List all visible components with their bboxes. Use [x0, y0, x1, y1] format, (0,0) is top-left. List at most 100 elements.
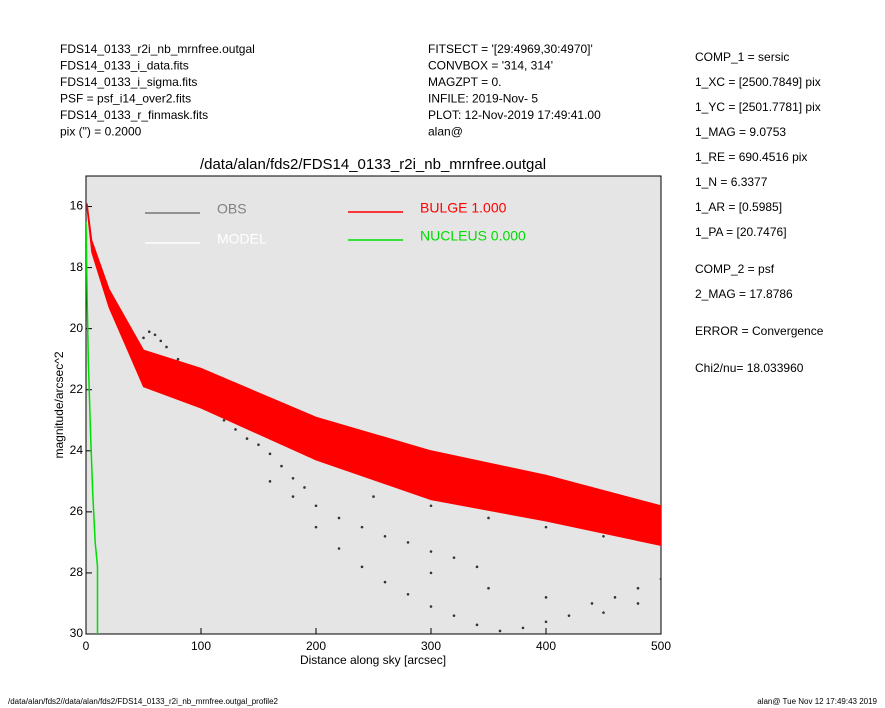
fit-parameter: 2_MAG = 17.8786: [695, 287, 793, 301]
obs-point: [222, 418, 226, 422]
obs-point: [544, 596, 548, 599]
header-line: pix (") = 0.2000: [60, 125, 142, 139]
obs-point: [544, 525, 548, 529]
x-tick-label: 300: [421, 639, 441, 653]
obs-point: [268, 452, 272, 456]
obs-point: [475, 565, 479, 569]
obs-point: [245, 437, 249, 440]
obs-point: [234, 428, 237, 431]
obs-point: [659, 577, 661, 581]
footer-left: /data/alan/fds2//data/alan/fds2/FDS14_01…: [8, 697, 279, 706]
obs-point: [165, 345, 168, 349]
obs-point: [487, 516, 490, 520]
chart-title: /data/alan/fds2/FDS14_0133_r2i_nb_mrnfre…: [200, 156, 546, 173]
fit-parameter: Chi2/nu= 18.033960: [695, 361, 804, 375]
obs-point: [280, 464, 283, 468]
obs-point: [372, 495, 375, 498]
obs-point: [147, 330, 151, 334]
fit-parameter: 1_RE = 690.4516 pix: [695, 150, 807, 164]
obs-point: [429, 550, 433, 553]
obs-point: [257, 443, 260, 446]
header-line: FDS14_0133_r_finmask.fits: [60, 108, 208, 122]
plot-area: [85, 175, 662, 635]
fit-parameter: 1_MAG = 9.0753: [695, 125, 786, 139]
fit-parameter: 1_N = 6.3377: [695, 175, 768, 189]
header-line: CONVBOX = '314, 314': [428, 59, 553, 73]
fit-parameter: COMP_2 = psf: [695, 262, 775, 276]
obs-point: [153, 333, 157, 337]
header-line: FDS14_0133_i_sigma.fits: [60, 75, 197, 89]
obs-point: [314, 504, 318, 508]
header-line: PLOT: 12-Nov-2019 17:49:41.00: [428, 108, 601, 122]
header-line: PSF = psf_i14_over2.fits: [60, 92, 191, 106]
model-band: [86, 203, 661, 546]
obs-point: [360, 565, 364, 569]
obs-point: [383, 580, 387, 584]
obs-point: [360, 525, 364, 529]
header-line: alan@: [428, 125, 463, 139]
legend-label: MODEL: [217, 231, 267, 247]
obs-point: [487, 586, 490, 590]
y-axis-label: magnitude/arcsec^2: [52, 351, 66, 458]
x-tick-label: 100: [191, 639, 211, 653]
y-tick-label: 18: [70, 260, 84, 274]
obs-point: [314, 525, 318, 529]
legend-label: NUCLEUS 0.000: [420, 228, 526, 244]
obs-point: [429, 605, 433, 608]
header-line: FDS14_0133_i_data.fits: [60, 59, 189, 73]
x-tick-label: 400: [536, 639, 556, 653]
x-axis-label: Distance along sky [arcsec]: [300, 653, 446, 667]
y-tick-label: 22: [70, 382, 84, 396]
obs-point: [475, 623, 479, 627]
obs-point: [498, 629, 502, 633]
fit-parameter: 1_PA = [20.7476]: [695, 225, 787, 239]
obs-point: [383, 534, 387, 538]
obs-point: [406, 541, 410, 544]
fit-parameter: 1_YC = [2501.7781] pix: [695, 100, 821, 114]
obs-point: [291, 476, 295, 480]
y-tick-label: 24: [70, 443, 84, 457]
obs-point: [142, 336, 145, 340]
header-line: FDS14_0133_r2i_nb_mrnfree.outgal: [60, 42, 255, 56]
obs-point: [176, 357, 180, 361]
obs-point: [406, 593, 410, 596]
obs-point: [636, 602, 640, 605]
header-line: FITSECT = '[29:4969,30:4970]': [428, 42, 593, 56]
legend-label: BULGE 1.000: [420, 200, 507, 216]
y-tick-label: 28: [70, 565, 84, 579]
legend-label: OBS: [217, 201, 247, 217]
header-line: INFILE: 2019-Nov- 5: [428, 92, 538, 106]
obs-point: [521, 626, 525, 630]
obs-point: [291, 495, 295, 498]
obs-point: [544, 620, 548, 624]
fit-parameter: 1_XC = [2500.7849] pix: [695, 75, 821, 89]
obs-point: [636, 586, 640, 590]
obs-point: [429, 571, 433, 575]
y-tick-label: 30: [70, 626, 84, 640]
x-tick-label: 500: [651, 639, 671, 653]
y-tick-label: 26: [70, 504, 84, 518]
obs-point: [303, 486, 306, 489]
x-tick-label: 200: [306, 639, 326, 653]
obs-point: [429, 504, 433, 508]
profile-line: [86, 221, 99, 634]
fit-parameter: COMP_1 = sersic: [695, 50, 789, 64]
header-line: MAGZPT = 0.: [428, 75, 501, 89]
obs-point: [602, 534, 605, 538]
obs-point: [159, 339, 163, 343]
obs-point: [268, 480, 272, 483]
obs-point: [567, 614, 571, 617]
y-tick-label: 16: [70, 199, 84, 213]
y-tick-label: 20: [70, 321, 84, 335]
obs-point: [337, 547, 341, 550]
x-tick-label: 0: [83, 639, 90, 653]
footer-right: alan@ Tue Nov 12 17:49:43 2019: [757, 697, 877, 706]
obs-point: [337, 516, 341, 520]
obs-point: [602, 611, 605, 614]
obs-point: [452, 614, 456, 617]
obs-point: [590, 602, 594, 605]
obs-point: [452, 556, 456, 559]
fit-parameter: 1_AR = [0.5985]: [695, 200, 782, 214]
obs-point: [613, 596, 617, 599]
